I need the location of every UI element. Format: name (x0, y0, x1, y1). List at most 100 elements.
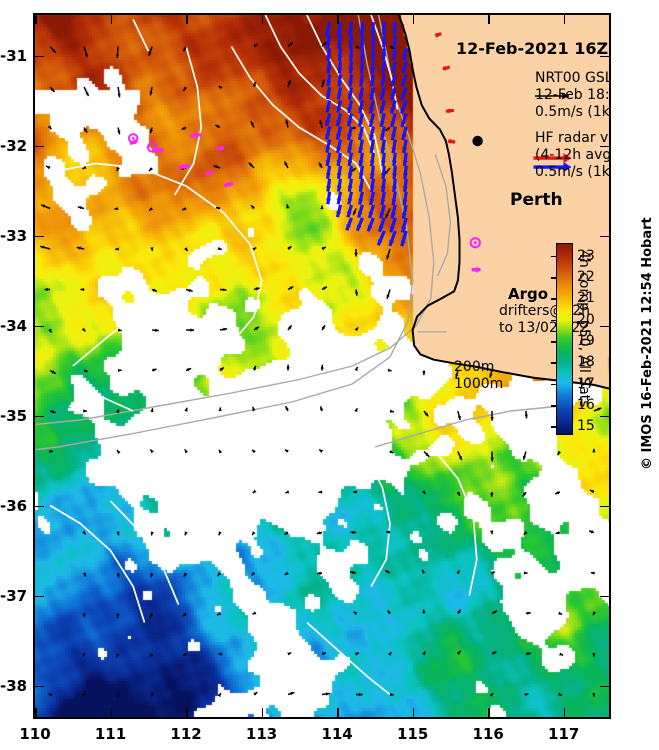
current-vector-head (116, 167, 120, 171)
current-vector-head (400, 240, 406, 247)
current-vector-head (347, 160, 353, 166)
current-vector-head (449, 138, 456, 144)
current-vector-head (386, 294, 390, 299)
current-vector-head (116, 531, 120, 536)
current-vector-head (216, 145, 224, 151)
current-vector-head (150, 449, 154, 454)
current-vector-head (321, 247, 326, 251)
y-axis-tick (600, 235, 609, 238)
current-vector-head (387, 368, 392, 372)
current-vector-head (316, 531, 321, 535)
argo-float-center (131, 137, 135, 140)
current-vector-head (252, 449, 256, 454)
current-vector-head (178, 163, 186, 170)
current-vector-head (555, 491, 560, 494)
current-vector-head (82, 165, 87, 169)
colorbar-tick (551, 341, 556, 343)
y-axis-tick (600, 325, 609, 328)
current-vector-head (492, 651, 497, 655)
current-vector-head (215, 125, 220, 129)
current-vector-head (181, 126, 186, 130)
current-vector-head (117, 130, 121, 135)
current-vector-head (350, 530, 355, 535)
current-vector-head (46, 166, 51, 170)
current-vector-head (359, 67, 365, 74)
current-vector-head (326, 198, 331, 205)
current-vector-head (347, 107, 353, 113)
perth-city-marker (472, 135, 483, 147)
coastline (398, 15, 609, 390)
current-vector-head (148, 167, 153, 172)
current-vector-head (592, 448, 596, 453)
current-vector-head (347, 147, 353, 153)
current-vector-head (386, 255, 390, 260)
current-vector-head (188, 288, 193, 292)
current-vector-head (150, 408, 154, 413)
current-vector-head (353, 211, 357, 216)
current-vector-head (336, 211, 342, 218)
current-vector-head (183, 87, 187, 91)
current-vector-head (336, 133, 341, 140)
current-vector-head (402, 199, 408, 206)
y-axis-label: -32 (0, 136, 28, 155)
current-vector-head (458, 456, 462, 461)
current-vector-head (456, 570, 460, 575)
current-vector-head (392, 28, 398, 35)
current-vector-head (155, 328, 159, 332)
current-vector-head (217, 246, 222, 250)
current-vector-head (391, 67, 397, 73)
current-vector-head (116, 692, 120, 697)
current-vector-head (348, 80, 354, 87)
current-vector-head (381, 160, 386, 167)
current-vector-head (359, 42, 365, 49)
current-vector-head (354, 408, 358, 413)
current-vector-head (392, 173, 397, 180)
current-vector-head (591, 571, 595, 575)
current-vector-head (354, 291, 358, 296)
current-vector-head (381, 67, 386, 74)
current-vector-head (320, 406, 324, 411)
colorbar-tick (551, 298, 556, 300)
current-vector-head (348, 67, 354, 74)
y-axis-tick (600, 415, 609, 418)
current-vector-head (403, 173, 408, 179)
legend-line: 12-Feb 18:00Z (535, 87, 610, 104)
current-vector-head (82, 692, 87, 696)
current-vector-head (355, 652, 359, 656)
current-vector-head (115, 409, 119, 414)
legend-line: 1000m (454, 376, 504, 393)
legend-line: 0.5m/s (1kt 12h) (535, 104, 610, 121)
current-vector-head (184, 407, 188, 412)
x-axis-label: 113 (245, 725, 278, 743)
y-axis-tick (35, 145, 44, 148)
current-vector-head (117, 368, 122, 373)
y-axis-label: -31 (0, 46, 28, 65)
current-vector-head (370, 42, 376, 48)
current-vector-head (255, 326, 259, 331)
current-vector-head (184, 531, 188, 536)
current-vector-head (391, 134, 396, 141)
current-vector-head (592, 653, 596, 657)
current-vector-head (402, 67, 407, 73)
current-vector-head (390, 121, 396, 127)
x-axis-label: 115 (396, 725, 429, 743)
current-vector-head (358, 160, 364, 167)
y-axis-tick (600, 505, 609, 508)
current-vector-head (422, 609, 426, 614)
y-axis-tick (35, 415, 44, 418)
y-axis-label: -37 (0, 586, 28, 605)
current-vector-head (527, 652, 531, 656)
x-axis-label: 112 (170, 725, 202, 743)
legend-line: 200m (454, 359, 495, 375)
current-vector-head (82, 530, 86, 535)
ssh-contour (49, 504, 146, 623)
ssh-contour (49, 162, 263, 363)
current-vector-head (250, 121, 254, 126)
sst-colorbar[interactable]: 15 16 17 18 19 20 21 22 23 (551, 243, 595, 435)
x-axis-tick (337, 15, 339, 24)
current-vector-head (358, 94, 364, 100)
current-vector-head (593, 611, 597, 616)
current-vector-head (114, 206, 119, 211)
current-vector-head (390, 45, 395, 49)
